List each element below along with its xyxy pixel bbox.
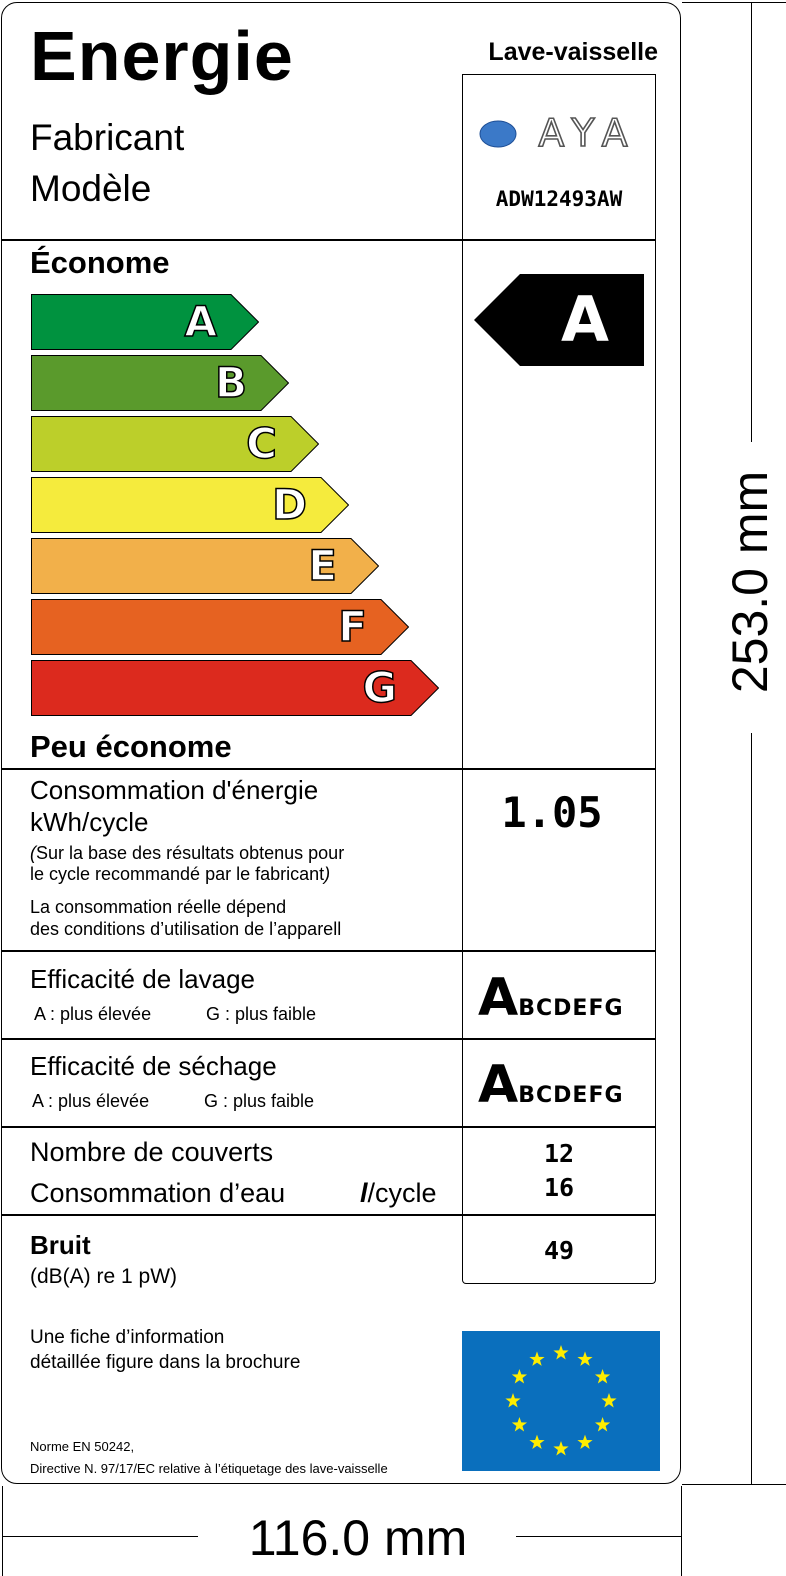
- efficient-label: Économe: [30, 245, 170, 280]
- brand-logo-text: AYA: [538, 112, 637, 155]
- energy-consumption-title: Consommation d'énergie: [30, 775, 319, 805]
- efficiency-bar-letter: F: [338, 601, 368, 652]
- manufacturer-label: Fabricant: [30, 117, 185, 158]
- energy-note-line3: La consommation réelle dépend: [30, 897, 287, 917]
- label-title: Energie: [30, 17, 294, 95]
- drying-low-note: G : plus faible: [204, 1091, 315, 1111]
- energy-note-line1: (Sur la base des résultats obtenus pour: [30, 843, 345, 863]
- inefficient-label: Peu économe: [30, 729, 232, 764]
- efficiency-bar-a: A: [31, 294, 259, 350]
- width-dimension-line-left: [2, 1536, 198, 1537]
- energy-label-card: [1, 2, 681, 1484]
- eu-star-icon: [553, 1441, 569, 1456]
- dimension-line-top-right: [682, 2, 786, 3]
- drying-high-note: A : plus élevée: [32, 1091, 150, 1111]
- eu-star-icon: [511, 1417, 528, 1432]
- washing-value-box: [462, 952, 656, 1039]
- energy-value-box: [462, 770, 656, 951]
- divider-drying: [2, 1126, 656, 1128]
- dimension-tick-right: [681, 1486, 682, 1576]
- rating-arrow: A: [474, 274, 644, 366]
- efficiency-bar-letter: B: [214, 357, 248, 408]
- efficiency-bar-b: B: [31, 355, 289, 411]
- rating-letter: A: [561, 283, 609, 356]
- place-settings-label: Nombre de couverts: [30, 1137, 274, 1167]
- height-dimension-line-upper: [751, 2, 752, 442]
- eu-star-icon: [577, 1351, 593, 1366]
- divider-washing: [2, 1038, 656, 1040]
- dimension-line-bottom-right: [682, 1484, 786, 1485]
- efficiency-bar-letter: E: [308, 540, 338, 591]
- washing-grade: ABCDEFG: [478, 968, 624, 1028]
- efficiency-bar-g: G: [31, 660, 439, 716]
- eu-star-icon: [594, 1417, 611, 1432]
- divider-efficiency: [2, 768, 656, 770]
- drying-grade-rest: BCDEFG: [518, 1083, 624, 1108]
- eu-star-icon: [601, 1393, 617, 1408]
- energy-note-line2: le cycle recommandé par le fabricant): [30, 864, 331, 884]
- eu-flag: [462, 1331, 660, 1471]
- dimension-tick-left: [2, 1486, 3, 1576]
- model-label: Modèle: [30, 168, 152, 209]
- appliance-type: Lave-vaisselle: [488, 38, 658, 66]
- drying-grade: ABCDEFG: [478, 1055, 624, 1115]
- place-settings-value: 12: [543, 1139, 575, 1168]
- washing-title: Efficacité de lavage: [30, 964, 255, 994]
- eu-star-icon: [577, 1434, 593, 1450]
- norm-line2: Directive N. 97/17/EC relative à l’étiqu…: [30, 1461, 388, 1476]
- norm-line1: Norme EN 50242,: [30, 1439, 135, 1454]
- width-dimension: 116.0 mm: [248, 1510, 468, 1566]
- eu-star-icon: [553, 1345, 569, 1360]
- noise-value: 49: [543, 1236, 575, 1265]
- noise-value-box: [462, 1216, 656, 1284]
- capacity-value-box: [462, 1128, 656, 1215]
- water-consumption-value: 16: [543, 1173, 575, 1202]
- water-unit: l/cycle: [360, 1178, 437, 1208]
- width-dimension-line-right: [516, 1536, 682, 1537]
- eu-star-icon: [505, 1393, 521, 1408]
- model-number: ADW12493AW: [495, 187, 623, 211]
- washing-low-note: G : plus faible: [206, 1004, 317, 1024]
- drying-grade-letter: A: [478, 1055, 519, 1115]
- efficiency-bar-letter: D: [271, 479, 307, 530]
- divider-energy: [2, 950, 656, 952]
- noise-title: Bruit: [30, 1230, 91, 1260]
- washing-high-note: A : plus élevée: [34, 1004, 152, 1024]
- efficiency-bar-d: D: [31, 477, 349, 533]
- eu-star-icon: [511, 1369, 528, 1384]
- efficiency-bar-letter: G: [362, 662, 398, 713]
- info-line2: détaillée figure dans la brochure: [30, 1352, 301, 1373]
- eu-star-icon: [529, 1434, 545, 1450]
- efficiency-bar-letter: A: [184, 296, 218, 347]
- efficiency-bar-f: F: [31, 599, 409, 655]
- brand-box: [462, 74, 656, 240]
- brand-logo-dot-icon: [479, 120, 517, 148]
- efficiency-bar-c: C: [31, 416, 319, 472]
- energy-unit: kWh/cycle: [30, 807, 149, 837]
- height-dimension-line-lower: [751, 733, 752, 1484]
- washing-grade-rest: BCDEFG: [518, 996, 624, 1021]
- eu-star-icon: [594, 1369, 611, 1384]
- energy-value: 1.05: [501, 788, 603, 837]
- drying-value-box: [462, 1040, 656, 1127]
- efficiency-bar-e: E: [31, 538, 379, 594]
- noise-unit: (dB(A) re 1 pW): [30, 1265, 178, 1288]
- divider-capacity: [2, 1214, 656, 1216]
- divider-header: [2, 239, 656, 241]
- info-line1: Une fiche d’information: [30, 1327, 225, 1348]
- energy-note-line4: des conditions d’utilisation de l’appare…: [30, 919, 342, 939]
- efficiency-bar-letter: C: [245, 418, 277, 469]
- drying-title: Efficacité de séchage: [30, 1051, 277, 1081]
- water-consumption-label: Consommation d’eau: [30, 1178, 286, 1208]
- washing-grade-letter: A: [478, 968, 519, 1028]
- height-dimension: 253.0 mm: [722, 470, 778, 694]
- brand-logo: AYA: [478, 110, 648, 156]
- eu-star-icon: [529, 1351, 545, 1366]
